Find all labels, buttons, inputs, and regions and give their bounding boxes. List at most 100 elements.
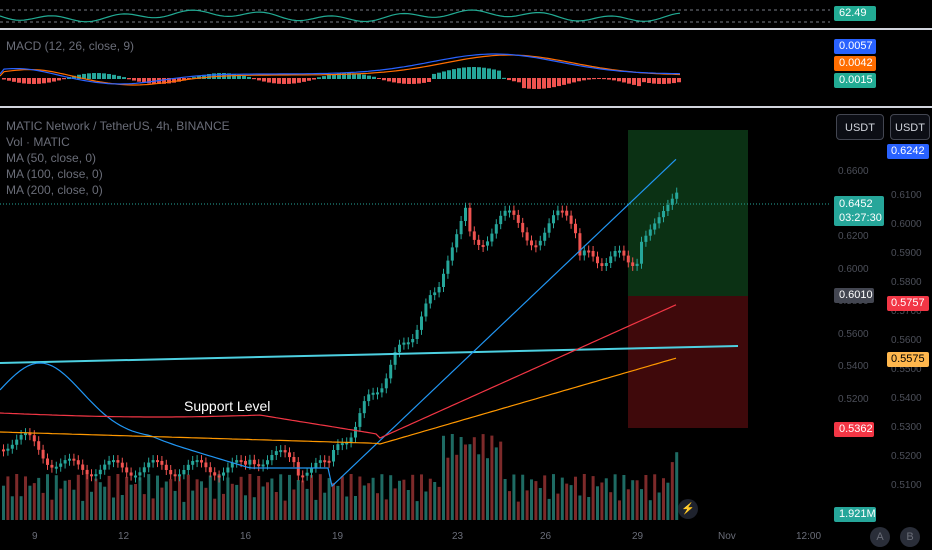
volume-bar (37, 477, 41, 520)
volume-bar (420, 474, 423, 520)
macd-histogram-bar (417, 78, 421, 84)
candle (107, 460, 111, 465)
candle (85, 469, 89, 475)
volume-bar (314, 499, 318, 520)
candle (442, 273, 445, 287)
candle (494, 224, 498, 234)
ma50-legend[interactable]: MA (50, close, 0) (6, 151, 97, 165)
volume-bar (340, 476, 344, 520)
macd-histogram-bar (532, 78, 536, 89)
right-axis-label: 0.5400 (891, 393, 922, 404)
volume-bar (156, 475, 159, 520)
rsi-pane[interactable]: 62.49 (0, 0, 932, 28)
candle (538, 240, 542, 246)
ma100-legend[interactable]: MA (100, close, 0) (6, 167, 103, 181)
macd-histogram-bar (122, 77, 126, 79)
ma200-legend[interactable]: MA (200, close, 0) (6, 183, 103, 197)
candle (257, 464, 261, 467)
candle (455, 234, 459, 248)
support-level-annotation[interactable]: Support Level (184, 398, 271, 414)
macd-histogram-bar (22, 78, 26, 84)
candle (670, 198, 674, 205)
main-chart-pane[interactable]: MATIC Network / TetherUS, 4h, BINANCE Vo… (0, 108, 932, 528)
candle (622, 250, 626, 256)
pane-separator[interactable] (0, 28, 932, 30)
candle (235, 460, 239, 463)
volume-bar (54, 475, 58, 520)
symbol-title[interactable]: MATIC Network / TetherUS, 4h, BINANCE (6, 119, 230, 133)
volume-legend[interactable]: Vol · MATIC (6, 135, 70, 149)
log-scale-button[interactable]: B (900, 527, 920, 547)
price-axis-label: 0.6600 (838, 166, 869, 177)
macd-histogram-bar (652, 78, 656, 84)
macd-histogram-bar (392, 78, 396, 83)
volume-bar (125, 476, 129, 520)
macd-histogram-bar (462, 67, 466, 79)
candle (490, 233, 494, 242)
auto-scale-button[interactable]: A (870, 527, 890, 547)
macd-histogram-bar (282, 78, 286, 84)
volume-bar (587, 497, 591, 520)
candle (266, 460, 269, 465)
macd-histogram-bar (472, 67, 476, 79)
time-axis-label: 9 (32, 531, 38, 542)
macd-histogram-bar (52, 78, 56, 82)
candle (204, 462, 208, 468)
volume-bar (46, 474, 49, 520)
macd-histogram-bar (112, 74, 116, 79)
currency-button-left[interactable]: USDT (836, 114, 884, 140)
volume-bar (552, 474, 555, 520)
candle (675, 192, 679, 199)
macd-histogram-bar (627, 78, 631, 84)
macd-histogram-bar (357, 73, 361, 79)
candle (582, 250, 586, 256)
volume-bar (596, 486, 599, 520)
macd-histogram-bar (517, 78, 521, 83)
candle (19, 435, 23, 440)
macd-histogram-bar (92, 73, 96, 79)
candle (200, 460, 203, 463)
candle (222, 472, 225, 476)
macd-histogram-bar (32, 78, 36, 84)
macd-histogram-bar (332, 74, 336, 79)
macd-histogram-bar (617, 78, 621, 82)
macd-histogram-bar (172, 78, 176, 83)
right-axis-label: 0.5600 (891, 335, 922, 346)
volume-bar (213, 498, 217, 520)
candle (283, 450, 287, 453)
macd-histogram-bar (402, 78, 406, 84)
macd-histogram-bar (552, 78, 556, 88)
macd-histogram-bar (622, 78, 626, 83)
macd-histogram-bar (637, 78, 641, 87)
volume-bar (81, 500, 85, 520)
macd-histogram-bar (592, 78, 596, 80)
macd-histogram-bar (292, 78, 296, 84)
macd-histogram-bar (372, 76, 376, 79)
lightning-icon[interactable]: ⚡ (678, 499, 698, 519)
macd-histogram-bar (82, 73, 86, 79)
macd-histogram-bar (177, 78, 181, 82)
volume-bar (336, 485, 340, 520)
volume-bar (640, 489, 643, 520)
right-axis-label: 0.5100 (891, 480, 922, 491)
candle (376, 392, 379, 395)
volume-bar (63, 480, 67, 520)
candle (94, 474, 98, 477)
candle (552, 215, 555, 224)
volume-bar (230, 483, 234, 520)
macd-pane[interactable]: MACD (12, 26, close, 9) 0.0057 0.0042 0.… (0, 30, 932, 106)
currency-button-right[interactable]: USDT (890, 114, 930, 140)
macd-histogram-bar (442, 71, 446, 79)
candle (472, 231, 476, 240)
macd-histogram-bar (662, 78, 666, 84)
volume-bar (569, 485, 573, 520)
volume-bar (670, 462, 674, 520)
macd-histogram-bar (127, 78, 131, 80)
pane-separator-2[interactable] (0, 106, 932, 108)
candle (596, 256, 599, 264)
volume-bar (512, 474, 516, 520)
volume-bar (98, 482, 102, 520)
volume-bar (24, 476, 27, 520)
volume-bar (235, 484, 239, 520)
signal-value-tag: 0.0042 (834, 56, 876, 71)
